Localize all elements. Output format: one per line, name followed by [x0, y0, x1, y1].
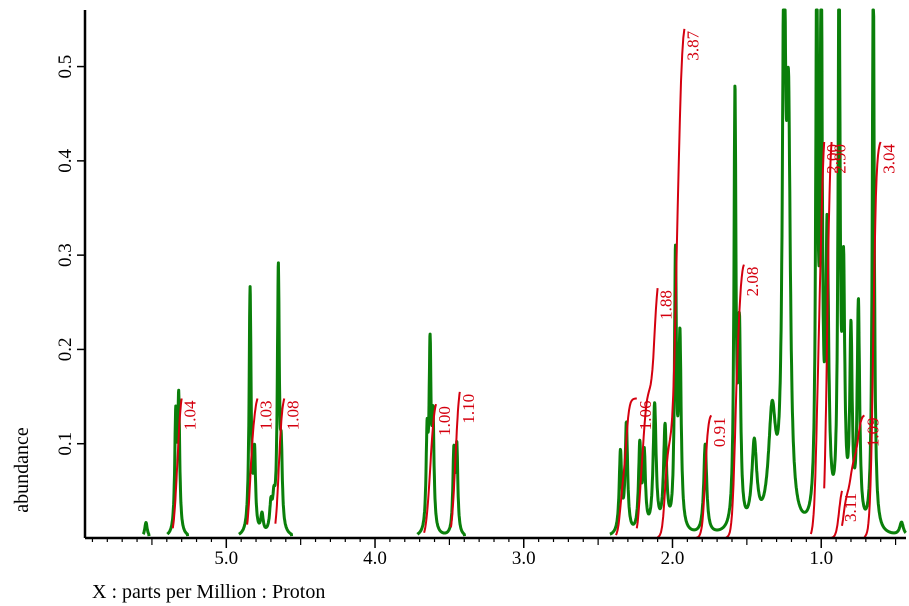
x-tick-label: 4.0 [363, 548, 387, 569]
integral-layer: 1.04 1.03 1.08 1.00 1.10 1.061.883.870.912.08… [171, 28, 899, 539]
integral-curve [171, 398, 183, 529]
integral-curve [841, 414, 865, 526]
spectrum-trace [237, 261, 294, 537]
integral-label: 1.04 [181, 400, 200, 430]
y-axis-title: abundance [11, 427, 33, 513]
integral-label: 1.00 [435, 406, 454, 436]
x-tick-label: 2.0 [661, 548, 685, 569]
integral-label: 1.09 [863, 417, 882, 447]
x-tick-label: 1.0 [809, 548, 833, 569]
x-tick-label: 3.0 [512, 548, 536, 569]
integral-label: 0.91 [710, 417, 729, 447]
spectrum-trace [141, 521, 151, 537]
integral-label: 3.87 [683, 30, 702, 60]
integral-curve [823, 141, 833, 489]
integral-label: 2.90 [831, 144, 850, 174]
integral-curve [695, 414, 713, 539]
integral-label: 2.00 [823, 144, 842, 174]
integral-curve [657, 28, 686, 539]
integral-curve [725, 264, 745, 539]
spectrum-layer [141, 8, 908, 537]
y-tick-label: 0.5 [55, 55, 76, 79]
integral-curve [449, 391, 461, 528]
y-tick-label: 0.4 [55, 148, 76, 172]
y-tick-label: 0.3 [55, 243, 76, 267]
integral-label: 2.08 [743, 267, 762, 297]
integral-curve [809, 141, 826, 535]
axes-layer [83, 10, 906, 540]
integral-label: 1.08 [283, 401, 302, 431]
integral-label: 1.03 [257, 401, 276, 431]
integral-label: 3.04 [880, 144, 899, 174]
integral-curve [274, 398, 286, 524]
ticks-layer: 0.1 0.2 0.3 0.4 0.5 5.0 4.0 3.0 2.0 1.0 [55, 55, 897, 569]
y-tick-label: 0.2 [55, 338, 76, 362]
y-tick-label: 0.1 [55, 432, 76, 456]
integral-curve [246, 398, 259, 525]
integral-label: 1.10 [459, 394, 478, 424]
x-tick-label: 5.0 [214, 548, 238, 569]
integral-label: 1.88 [657, 290, 676, 320]
integral-curve [423, 403, 437, 533]
integral-curve [863, 141, 882, 538]
spectrum-trace [166, 388, 190, 537]
spectrum-trace [608, 8, 908, 536]
integral-curve [635, 288, 659, 529]
x-axis-title: X : parts per Million : Proton [92, 581, 325, 603]
integral-curve [615, 397, 637, 536]
